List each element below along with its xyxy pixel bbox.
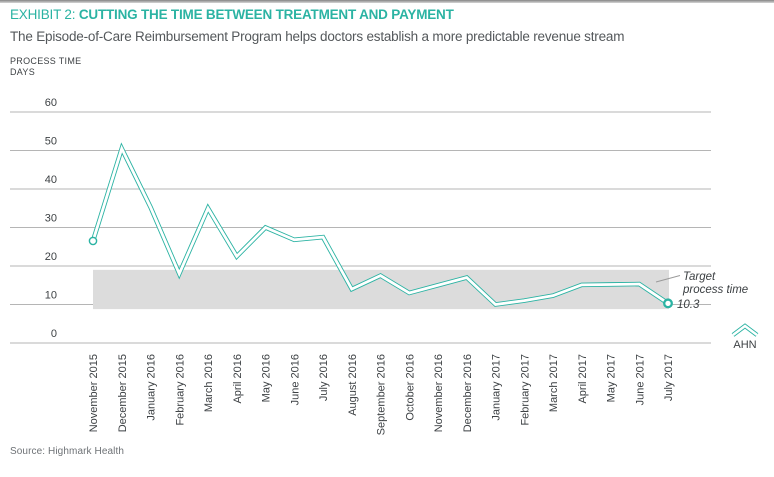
x-tick-label: June 2017 xyxy=(634,354,646,405)
y-axis-title-line2: DAYS xyxy=(10,67,36,77)
x-tick-label: September 2016 xyxy=(376,354,388,435)
y-tick-label: 10 xyxy=(45,290,57,302)
x-tick-label: November 2016 xyxy=(433,354,445,432)
x-tick-label: April 2016 xyxy=(232,354,244,404)
x-tick-label: July 2016 xyxy=(318,354,330,401)
y-tick-label: 40 xyxy=(45,174,57,186)
y-axis-title: PROCESS TIME DAYS xyxy=(10,56,81,78)
x-tick-label: December 2015 xyxy=(117,354,129,432)
x-tick-label: October 2016 xyxy=(404,354,416,421)
exhibit-label: EXHIBIT 2: xyxy=(10,7,76,22)
ahn-line-legend-icon-core xyxy=(732,324,758,337)
target-label-line1: Target xyxy=(683,271,716,283)
target-label-line2: process time xyxy=(682,284,748,296)
x-tick-label: February 2017 xyxy=(519,354,531,426)
x-tick-label: March 2017 xyxy=(548,354,560,412)
page-subtitle: The Episode-of-Care Reimbursement Progra… xyxy=(10,29,625,44)
x-tick-label: May 2016 xyxy=(261,354,273,402)
x-tick-label: January 2017 xyxy=(491,354,503,421)
y-tick-label: 0 xyxy=(51,328,57,340)
target-leader-line xyxy=(655,275,681,283)
x-tick-label: August 2016 xyxy=(347,354,359,416)
x-tick-label: March 2016 xyxy=(203,354,215,412)
y-tick-label: 20 xyxy=(45,251,57,263)
x-tick-label: January 2016 xyxy=(146,354,158,421)
ahn-series-line-core xyxy=(91,144,669,306)
exhibit-header: EXHIBIT 2: CUTTING THE TIME BETWEEN TREA… xyxy=(10,7,454,22)
x-tick-label: April 2017 xyxy=(577,354,589,404)
y-tick-label: 30 xyxy=(45,213,57,225)
end-point-marker xyxy=(663,298,673,309)
legend-label-ahn: AHN xyxy=(733,339,756,351)
x-tick-label: November 2015 xyxy=(88,354,100,432)
y-tick-label: 60 xyxy=(45,97,57,109)
x-tick-label: December 2016 xyxy=(462,354,474,432)
chart-area: 60 50 40 30 20 10 0 10.3 Target process time Novem… xyxy=(0,90,774,460)
end-value-label: 10.3 xyxy=(677,299,700,311)
start-point-marker xyxy=(88,236,98,246)
page-title: CUTTING THE TIME BETWEEN TREATMENT AND P… xyxy=(78,7,454,22)
x-tick-label: July 2017 xyxy=(663,354,675,401)
x-tick-label: May 2017 xyxy=(606,354,618,402)
x-tick-label: February 2016 xyxy=(174,354,186,426)
source-note: Source: Highmark Health xyxy=(10,446,125,457)
window-top-edge xyxy=(0,0,774,3)
y-tick-label: 50 xyxy=(45,136,57,148)
x-tick-label: June 2016 xyxy=(289,354,301,405)
y-axis-title-line1: PROCESS TIME xyxy=(10,56,82,66)
